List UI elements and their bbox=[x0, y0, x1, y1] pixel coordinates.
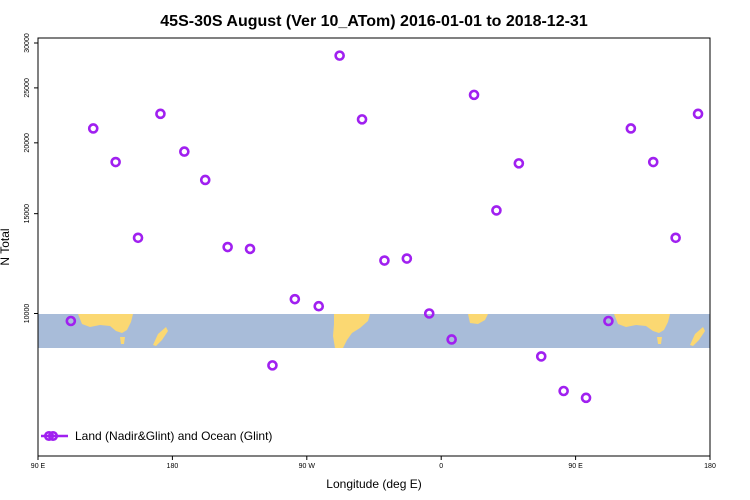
data-point bbox=[647, 156, 659, 168]
y-axis-label: N Total bbox=[0, 228, 12, 265]
x-tick-label: 180 bbox=[167, 463, 179, 470]
data-point bbox=[356, 114, 368, 125]
x-tick-label: 0 bbox=[439, 463, 443, 470]
data-point bbox=[491, 205, 502, 216]
land-new-zealand bbox=[153, 327, 168, 346]
ocean-band bbox=[38, 314, 710, 348]
y-tick-label: 30000 bbox=[24, 33, 31, 53]
data-point bbox=[670, 232, 681, 244]
data-point bbox=[65, 315, 77, 327]
x-tick-label: 90 W bbox=[299, 463, 316, 470]
legend-point-marker bbox=[43, 430, 55, 442]
land-tasmania bbox=[120, 337, 125, 344]
y-tick-label: 20000 bbox=[24, 133, 31, 153]
data-point bbox=[692, 108, 704, 120]
data-point bbox=[468, 89, 480, 101]
data-point bbox=[558, 385, 569, 397]
x-tick-label: 90 E bbox=[568, 463, 583, 470]
land-australia bbox=[78, 314, 133, 333]
land-australia-2 bbox=[614, 314, 670, 333]
data-point bbox=[132, 232, 144, 244]
data-point bbox=[379, 255, 390, 266]
land-africa bbox=[468, 314, 488, 324]
data-point bbox=[179, 146, 190, 157]
data-point bbox=[87, 123, 99, 134]
data-point bbox=[313, 300, 325, 312]
data-point bbox=[334, 50, 345, 61]
data-point bbox=[401, 253, 413, 264]
data-point bbox=[513, 158, 525, 169]
land-new-zealand-2 bbox=[690, 327, 705, 346]
data-point bbox=[535, 351, 547, 362]
data-point bbox=[244, 243, 256, 255]
x-axis-label: Longitude (deg E) bbox=[326, 477, 421, 491]
land-south-america bbox=[333, 314, 370, 348]
legend: Land (Nadir&Glint) and Ocean (Glint) bbox=[41, 429, 272, 443]
data-point bbox=[603, 315, 614, 327]
chart-title: 45S-30S August (Ver 10_ATom) 2016-01-01 … bbox=[160, 13, 588, 30]
data-point bbox=[289, 293, 301, 305]
data-point bbox=[446, 334, 457, 345]
data-point bbox=[625, 123, 637, 134]
plot-frame bbox=[37, 37, 711, 457]
x-axis: 90 E 180 90 W 0 90 E 180 bbox=[31, 456, 716, 470]
data-point bbox=[580, 392, 592, 404]
data-point bbox=[199, 174, 211, 186]
world-map-strip bbox=[38, 314, 710, 348]
x-tick-label: 90 E bbox=[31, 463, 46, 470]
y-axis: 10000 15000 20000 25000 30000 bbox=[24, 33, 38, 323]
data-point bbox=[423, 308, 435, 319]
data-points bbox=[65, 50, 704, 404]
x-tick-label: 180 bbox=[704, 463, 716, 470]
data-point bbox=[267, 360, 278, 371]
data-point bbox=[155, 108, 166, 120]
y-tick-label: 15000 bbox=[24, 204, 31, 224]
legend-label: Land (Nadir&Glint) and Ocean (Glint) bbox=[75, 429, 272, 443]
data-point bbox=[222, 241, 233, 253]
land-tasmania-2 bbox=[657, 337, 662, 344]
y-tick-label: 10000 bbox=[24, 304, 31, 324]
legend-point-marker bbox=[47, 430, 59, 442]
data-point bbox=[110, 156, 121, 168]
y-tick-label: 25000 bbox=[24, 78, 31, 98]
